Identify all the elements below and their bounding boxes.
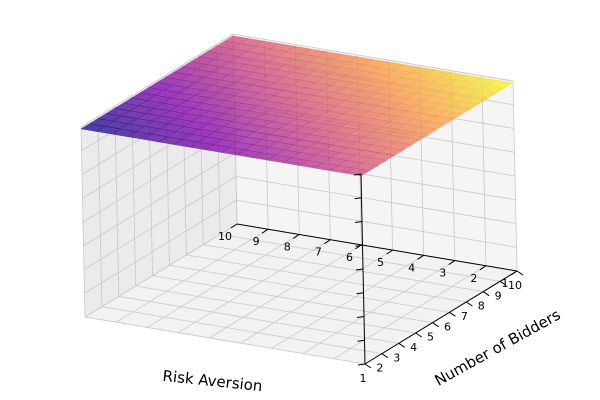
x-tick-label: 4 — [410, 341, 417, 354]
y-tick-label: 7 — [315, 246, 322, 259]
grid-line-wall-z — [83, 152, 236, 247]
y-tick-mark — [292, 234, 300, 239]
x-tick-mark — [381, 353, 389, 359]
y-tick-label: 4 — [408, 261, 415, 274]
x-axis-title: Risk Aversion — [162, 367, 264, 395]
y-tick-label: 9 — [253, 235, 260, 248]
grid-line-wall-z — [80, 33, 234, 128]
grid-line-wall-z — [83, 176, 237, 270]
z-tick-mark — [357, 363, 366, 366]
y-tick-label: 2 — [470, 272, 477, 285]
x-tick-label: 3 — [393, 351, 400, 364]
x-tick-label: 1 — [360, 372, 367, 385]
grid-line-wall-z — [84, 223, 238, 318]
grid-line-floor-y — [147, 234, 300, 328]
y-tick-mark — [510, 270, 518, 276]
x-tick-label: 9 — [495, 289, 502, 302]
z-tick-mark — [354, 197, 362, 200]
grid-line-floor-y — [302, 260, 455, 354]
grid-line-floor-x — [101, 306, 382, 355]
y-tick-mark — [417, 254, 424, 260]
x-tick-mark — [516, 270, 524, 276]
grid-line-wall-z — [84, 199, 237, 294]
x-tick-label: 6 — [444, 320, 451, 333]
surface-patch — [345, 167, 370, 177]
grid-line-floor-x — [169, 264, 450, 313]
y-tick-label: 6 — [346, 251, 353, 264]
y-tick-mark — [324, 239, 331, 245]
grid-line-floor-x — [135, 285, 416, 334]
y-axis-title: Number of Bidders — [432, 305, 564, 389]
y-tick-mark — [479, 265, 487, 271]
grid-line-floor-y — [271, 254, 424, 349]
z-tick-mark — [354, 221, 363, 223]
y-tick-label: 8 — [284, 240, 291, 253]
grid-line-back-z — [232, 33, 514, 82]
grid-line-floor-y — [209, 244, 362, 339]
x-tick-mark — [432, 322, 439, 328]
grid-line-floor-x — [118, 295, 399, 344]
z-tick-mark — [355, 244, 363, 247]
x-tick-label: 7 — [461, 310, 468, 323]
x-tick-mark — [398, 342, 406, 348]
y-tick-label: 10 — [218, 230, 232, 243]
grid-line-floor-x — [220, 233, 501, 282]
y-tick-label: 3 — [439, 267, 446, 280]
z-tick-mark — [355, 268, 364, 271]
y-tick-mark — [448, 260, 456, 265]
x-tick-mark — [482, 291, 490, 297]
y-axis-line — [236, 223, 518, 272]
x-tick-mark — [466, 301, 473, 307]
x-tick-mark — [364, 363, 372, 369]
x-tick-label: 2 — [376, 362, 383, 375]
grid-line-back-z — [236, 199, 517, 248]
grid-line-floor-y — [333, 265, 487, 360]
x-tick-label: 10 — [508, 279, 522, 292]
grid-line-floor-y — [178, 239, 331, 334]
grid-line-back-z — [235, 176, 517, 224]
grid-line-floor-x — [203, 244, 484, 293]
floor-pane — [85, 224, 517, 364]
z-tick-mark — [356, 316, 365, 318]
x-tick-mark — [499, 280, 507, 286]
y-tick-mark — [261, 228, 269, 234]
grid-line-floor-x — [152, 275, 433, 324]
surface — [80, 35, 514, 177]
x-tick-label: 5 — [427, 331, 434, 344]
x-tick-label: 8 — [478, 300, 485, 313]
z-tick-mark — [357, 339, 365, 342]
z-tick-mark — [353, 173, 362, 176]
y-tick-label: 5 — [377, 256, 384, 269]
z-tick-mark — [356, 292, 364, 295]
y-tick-label: 1 — [502, 277, 509, 290]
grid-line-floor-y — [115, 228, 269, 323]
y-tick-mark — [386, 249, 393, 255]
grid-line-floor-x — [186, 254, 467, 303]
x-tick-mark — [449, 311, 456, 317]
x-tick-mark — [415, 332, 422, 338]
y-tick-mark — [230, 223, 238, 229]
grid-line-floor-x — [84, 316, 366, 365]
grid-line-floor-y — [240, 249, 393, 344]
x-axis-line — [364, 270, 518, 365]
